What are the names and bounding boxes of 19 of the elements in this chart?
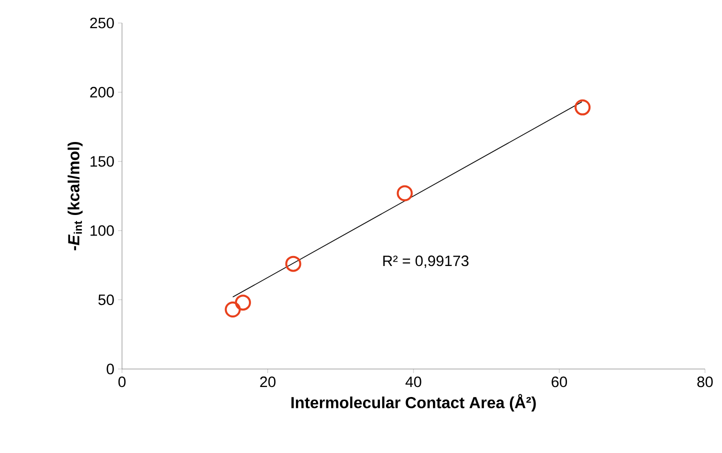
y-tick-label: 250 — [90, 18, 114, 28]
x-tick-label: 40 — [406, 376, 422, 388]
x-tick-label: 20 — [260, 376, 276, 388]
point — [224, 301, 241, 318]
x-tick-label: 0 — [118, 376, 126, 388]
y-axis-title: -E$_{int}$ (kcal/mol) — [68, 142, 83, 250]
point — [396, 185, 413, 202]
y-tick-label: 150 — [90, 156, 114, 167]
y-tick-label: 100 — [90, 225, 114, 236]
point — [285, 256, 302, 272]
annotation: R² = 0,99173 — [383, 256, 469, 268]
y-tick-label: 50 — [98, 294, 114, 306]
point — [574, 99, 591, 116]
y-tick-label: 0 — [106, 364, 114, 374]
x-axis-title: Intermolecular Contact Area (Å²) — [291, 394, 536, 412]
point — [234, 294, 251, 311]
x-tick-label: 80 — [697, 376, 713, 388]
y-tick-label: 200 — [90, 86, 114, 98]
x-tick-label: 60 — [552, 376, 567, 388]
